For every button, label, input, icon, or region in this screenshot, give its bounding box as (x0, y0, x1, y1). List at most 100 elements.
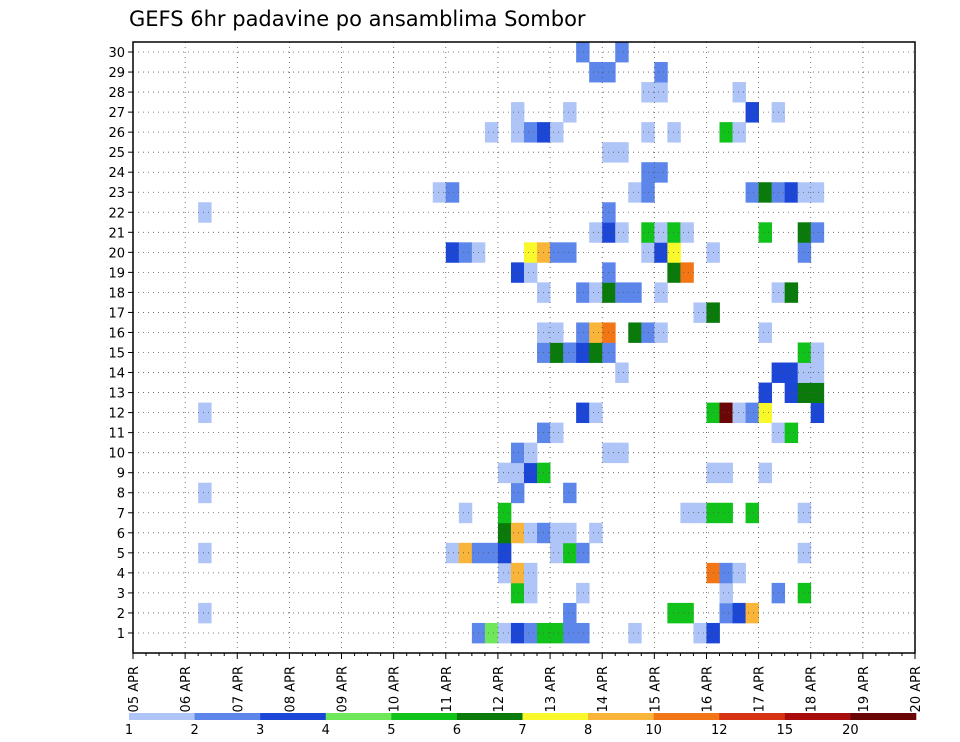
heatmap-cell (693, 302, 707, 323)
heatmap-cell (589, 322, 603, 343)
colorbar-tick-label: 5 (387, 723, 395, 738)
heatmap-cell (589, 522, 603, 544)
y-tick-label: 16 (108, 326, 125, 341)
y-tick-label: 14 (108, 367, 125, 382)
heatmap-cell (458, 502, 473, 524)
heatmap-cell (732, 562, 746, 584)
heatmap-cell (667, 262, 681, 283)
heatmap-cell (576, 342, 590, 363)
y-tick-label: 12 (108, 407, 125, 422)
heatmap-cell (719, 122, 733, 143)
colorbar-tick-label: 15 (777, 723, 794, 738)
heatmap-cell (797, 222, 812, 243)
colorbar-swatch (522, 713, 589, 720)
colorbar-tick-label: 20 (842, 723, 859, 738)
colorbar-tick-label: 4 (322, 723, 330, 738)
heatmap-cell (576, 402, 590, 424)
colorbar-tick-label: 12 (711, 723, 728, 738)
heatmap-cell (784, 382, 799, 403)
colorbar-swatch (850, 713, 917, 720)
heatmap-cell (497, 462, 512, 484)
y-tick-label: 5 (117, 547, 125, 562)
heatmap-cell (719, 462, 733, 484)
colorbar-swatch (325, 713, 392, 720)
heatmap-cell (497, 562, 512, 584)
colorbar-swatch (653, 713, 720, 720)
heatmap-cell (758, 382, 773, 403)
heatmap-cell (563, 622, 577, 644)
heatmap-cell (524, 582, 538, 604)
heatmap-cell (615, 362, 629, 383)
heatmap-cell (784, 282, 799, 303)
heatmap-cell (576, 582, 590, 604)
heatmap-cell (758, 402, 773, 424)
heatmap-cell (510, 102, 525, 123)
colorbar-swatch (588, 713, 654, 720)
heatmap-cell (719, 402, 733, 424)
colorbar-swatch (784, 713, 851, 720)
y-tick-label: 30 (108, 46, 125, 61)
heatmap-cell (654, 242, 668, 263)
x-tick-label: 19 APR (857, 666, 872, 712)
heatmap-cells (198, 42, 825, 644)
heatmap-cell (732, 122, 746, 143)
heatmap-cell (758, 462, 773, 484)
x-tick-label: 11 APR (440, 666, 455, 712)
y-tick-label: 27 (108, 106, 125, 121)
y-tick-label: 2 (117, 607, 125, 622)
colorbar-swatch (129, 713, 195, 720)
heatmap-cell (797, 342, 812, 363)
heatmap-cell (550, 522, 564, 544)
heatmap-cell (576, 622, 590, 644)
heatmap-cell (797, 182, 812, 203)
heatmap-cell (563, 602, 577, 624)
y-tick-label: 19 (108, 266, 125, 281)
y-tick-label: 8 (117, 487, 125, 502)
heatmap-cell (628, 622, 642, 644)
heatmap-cell (497, 522, 512, 544)
heatmap-cell (654, 222, 668, 243)
heatmap-cell (784, 362, 799, 383)
heatmap-cell (732, 82, 746, 103)
heatmap-cell (680, 502, 694, 524)
heatmap-cell (654, 82, 668, 103)
y-tick-label: 23 (108, 186, 125, 201)
y-tick-label: 20 (108, 246, 125, 261)
colorbar-tick-label: 1 (125, 723, 133, 738)
y-tick-label: 1 (117, 627, 125, 642)
heatmap-cell (589, 282, 603, 303)
heatmap-cell (615, 282, 629, 303)
heatmap-cell (458, 242, 473, 263)
y-tick-label: 10 (108, 447, 125, 462)
heatmap-cell (510, 482, 525, 504)
x-tick-label: 08 APR (283, 666, 298, 712)
heatmap-cell (563, 102, 577, 123)
grid-lines (133, 42, 915, 653)
colorbar-swatch (194, 713, 261, 720)
y-tick-label: 25 (108, 146, 125, 161)
heatmap-cell (497, 542, 512, 564)
x-tick-label: 09 APR (336, 666, 351, 712)
y-tick-label: 9 (117, 467, 125, 482)
y-tick-label: 4 (117, 567, 125, 582)
heatmap-cell (680, 222, 694, 243)
heatmap-cell (198, 602, 212, 624)
y-tick-label: 29 (108, 66, 125, 81)
x-tick-label: 18 APR (805, 666, 820, 712)
y-tick-label: 26 (108, 126, 125, 141)
heatmap-cell (510, 462, 525, 484)
heatmap-cell (654, 282, 668, 303)
heatmap-cell (550, 342, 564, 363)
heatmap-cell (810, 182, 825, 203)
heatmap-cell (576, 42, 590, 63)
heatmap-cell (524, 622, 538, 644)
heatmap-cell (615, 142, 629, 163)
heatmap-cell (745, 602, 759, 624)
heatmap-cell (680, 262, 694, 283)
heatmap-cell (719, 582, 733, 604)
heatmap-cell (810, 402, 825, 424)
heatmap-cell (797, 242, 812, 263)
colorbar-tick-label: 6 (453, 723, 461, 738)
heatmap-cell (445, 182, 460, 203)
heatmap-cell (198, 482, 212, 504)
